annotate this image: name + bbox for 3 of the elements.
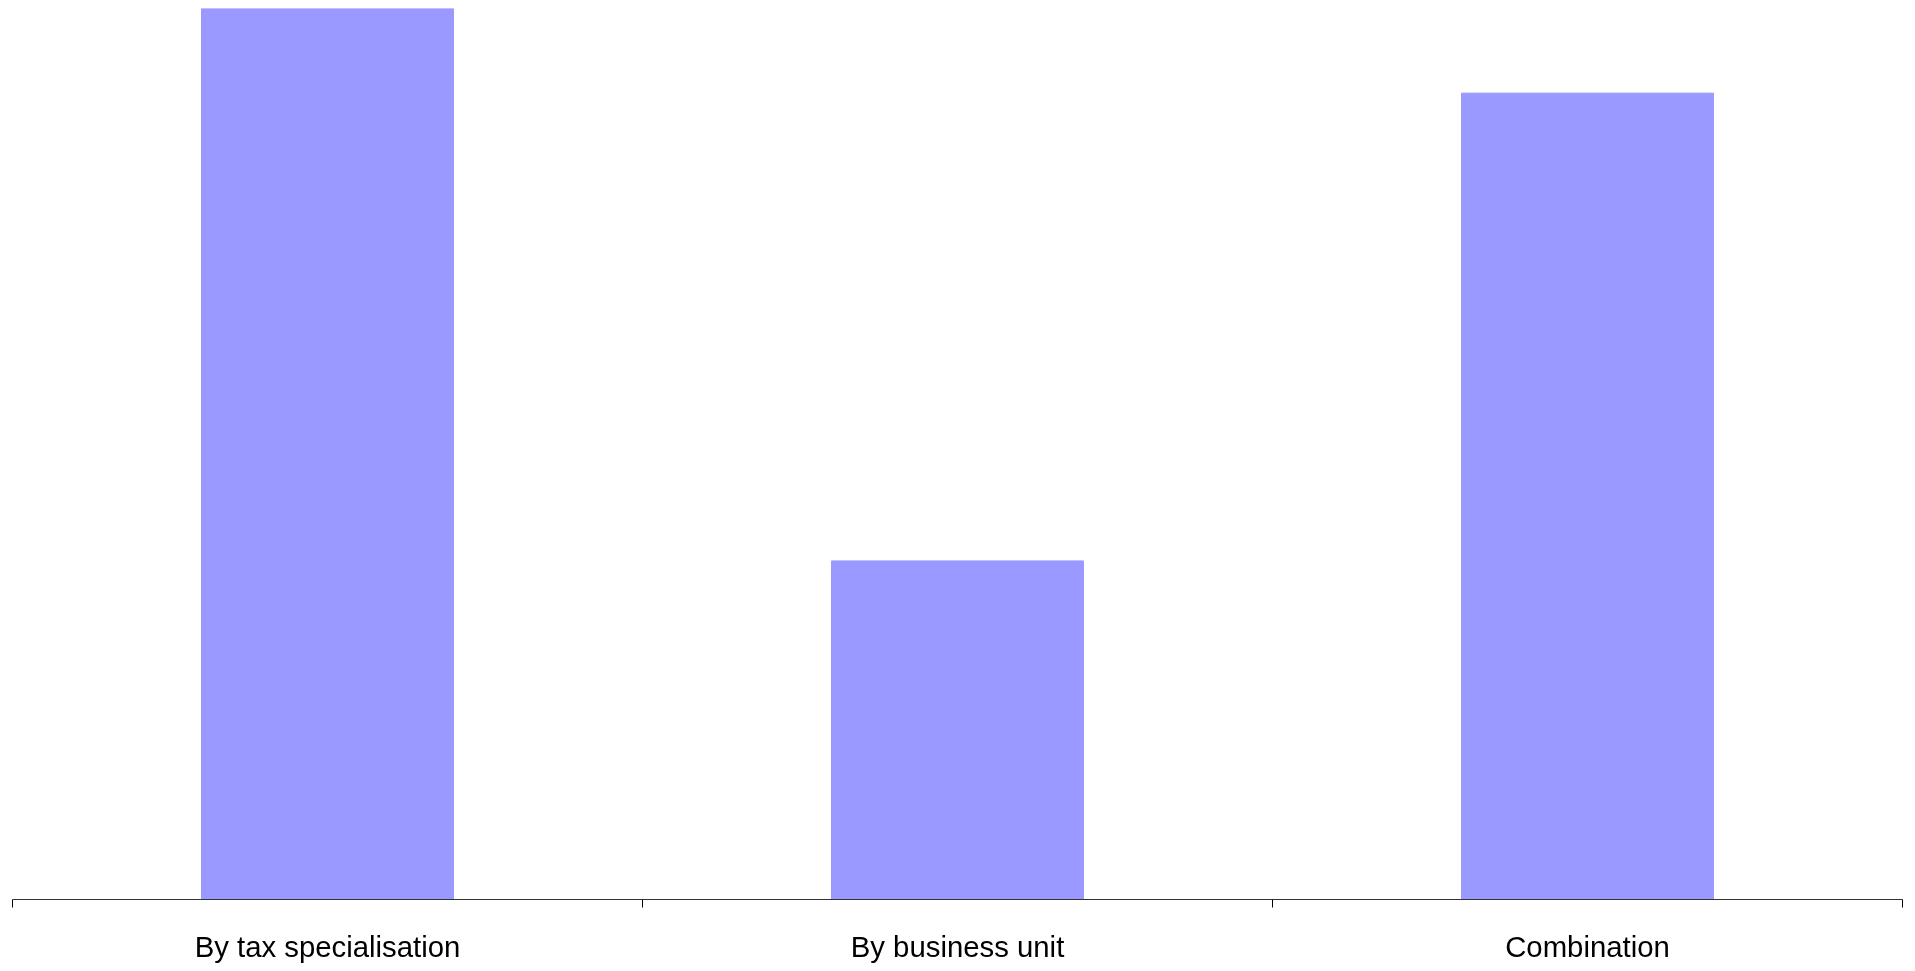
- x-tick-label: Combination: [1505, 929, 1670, 963]
- x-tick-label: By business unit: [850, 929, 1065, 963]
- x-tick-label: By tax specialisation: [194, 929, 461, 963]
